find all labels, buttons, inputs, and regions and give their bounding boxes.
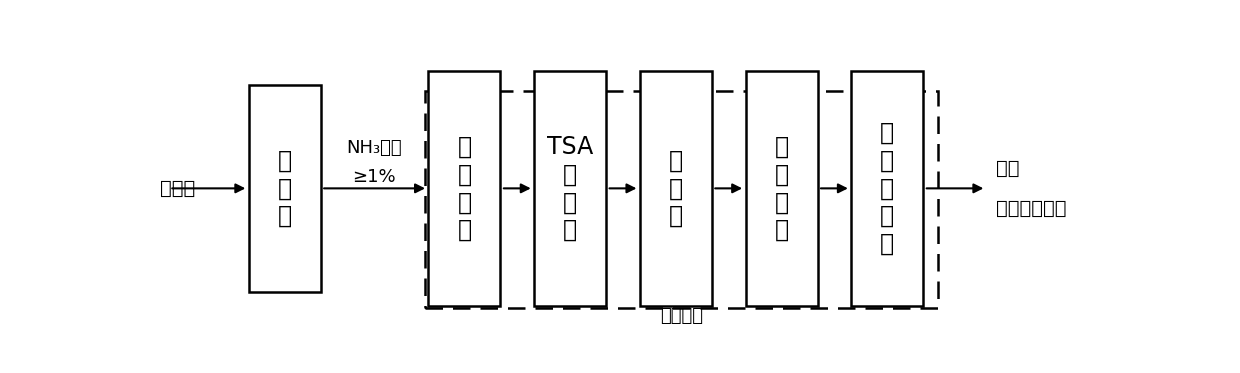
Text: 吸
附
塔: 吸 附 塔 xyxy=(668,148,683,228)
Bar xyxy=(534,70,606,306)
Bar xyxy=(425,91,939,308)
Bar xyxy=(249,85,321,292)
Text: TSA
精
脱
氨: TSA 精 脱 氨 xyxy=(547,135,593,242)
Bar xyxy=(851,70,924,306)
Bar xyxy=(640,70,712,306)
Bar xyxy=(428,70,501,306)
Text: 原料气: 原料气 xyxy=(160,179,195,198)
Bar xyxy=(745,70,817,306)
Text: 进入: 进入 xyxy=(996,159,1019,178)
Text: 催
化
脱
氧: 催 化 脱 氧 xyxy=(775,135,789,242)
Text: 二
级
水
洗: 二 级 水 洗 xyxy=(458,135,471,242)
Text: 石墨烯膜分离: 石墨烯膜分离 xyxy=(996,199,1066,218)
Text: 预
处
理: 预 处 理 xyxy=(278,148,291,228)
Text: ≥1%: ≥1% xyxy=(352,168,396,186)
Text: 分
子
筛
脱
水: 分 子 筛 脱 水 xyxy=(880,121,894,256)
Text: 精制除杂: 精制除杂 xyxy=(660,307,703,325)
Text: NH₃含量: NH₃含量 xyxy=(346,139,402,157)
